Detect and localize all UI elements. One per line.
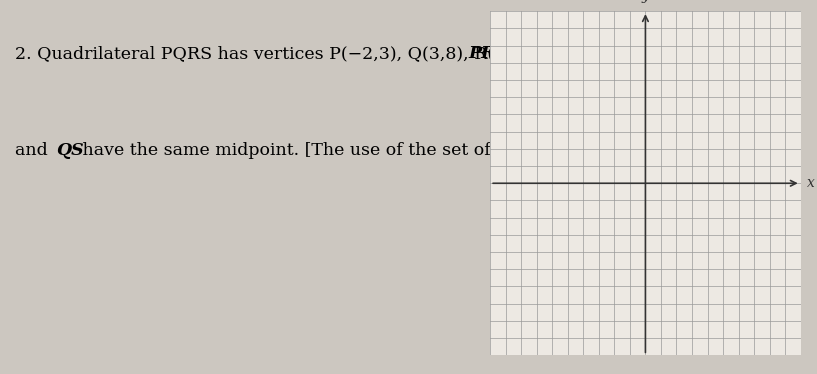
Text: QS: QS: [56, 142, 84, 159]
Text: x: x: [807, 176, 815, 190]
Text: and: and: [15, 142, 53, 159]
Text: PR: PR: [468, 45, 496, 62]
Text: have the same midpoint. [The use of the set of axes below is optional.]: have the same midpoint. [The use of the …: [78, 142, 703, 159]
Text: 2. Quadrilateral PQRS has vertices P(−2,3), Q(3,8), R(4,1), and S(−1,−4). Prove : 2. Quadrilateral PQRS has vertices P(−2,…: [15, 45, 767, 62]
Text: y: y: [641, 0, 650, 3]
